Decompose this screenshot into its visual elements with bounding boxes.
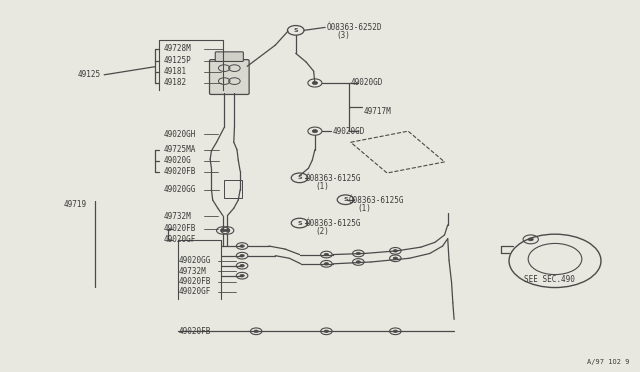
Text: 49732M: 49732M [164, 212, 191, 221]
Text: SEE SEC.490: SEE SEC.490 [524, 275, 575, 284]
Circle shape [240, 254, 244, 257]
Text: 49125P: 49125P [164, 56, 191, 65]
Circle shape [225, 229, 230, 232]
Text: 49717M: 49717M [364, 108, 391, 116]
Circle shape [240, 264, 244, 267]
Circle shape [356, 261, 360, 263]
Circle shape [528, 238, 533, 241]
Text: 49020FB: 49020FB [164, 167, 196, 176]
Text: 49125: 49125 [77, 70, 100, 79]
Text: (3): (3) [336, 31, 350, 41]
Bar [224, 180, 242, 198]
Text: S: S [293, 28, 298, 33]
Text: (2): (2) [315, 227, 329, 236]
Circle shape [221, 229, 225, 232]
Circle shape [240, 275, 244, 277]
Circle shape [324, 330, 328, 333]
Text: 49020GF: 49020GF [178, 288, 211, 296]
Text: S: S [297, 221, 302, 225]
Circle shape [240, 245, 244, 247]
Circle shape [393, 257, 397, 260]
Circle shape [393, 250, 397, 252]
Text: 49719: 49719 [63, 200, 86, 209]
Text: A/97 1O2 9: A/97 1O2 9 [588, 359, 630, 365]
Text: 49020GG: 49020GG [178, 256, 211, 265]
FancyBboxPatch shape [215, 52, 243, 61]
Text: 49728M: 49728M [164, 44, 191, 53]
Text: 49020GH: 49020GH [164, 129, 196, 139]
Text: 49182: 49182 [164, 78, 187, 87]
FancyBboxPatch shape [209, 60, 249, 94]
Text: 49181: 49181 [164, 67, 187, 76]
Circle shape [324, 253, 328, 256]
Circle shape [393, 330, 397, 333]
Text: 49020GD: 49020GD [333, 126, 365, 136]
Text: S: S [343, 197, 348, 202]
Text: 49020GF: 49020GF [164, 235, 196, 244]
Circle shape [312, 129, 317, 133]
Text: 49020FB: 49020FB [164, 224, 196, 233]
Text: 49725MA: 49725MA [164, 145, 196, 154]
Circle shape [324, 263, 328, 265]
Circle shape [356, 252, 360, 255]
Text: 49020G: 49020G [164, 156, 191, 165]
Text: (1): (1) [357, 204, 371, 213]
Text: 49020FB: 49020FB [178, 327, 211, 336]
Text: 49020GD: 49020GD [351, 78, 383, 87]
Text: 49020FB: 49020FB [178, 277, 211, 286]
Text: Ó08363-6125G: Ó08363-6125G [349, 196, 404, 205]
Text: 49020GG: 49020GG [164, 185, 196, 194]
Text: Ó08363-6125G: Ó08363-6125G [306, 219, 362, 228]
Circle shape [312, 81, 317, 84]
Text: 49732M: 49732M [178, 267, 206, 276]
Text: Ó08363-6252D: Ó08363-6252D [326, 23, 382, 32]
Text: (1): (1) [315, 182, 329, 191]
Text: S: S [297, 175, 302, 180]
Circle shape [254, 330, 259, 333]
Text: Ó08363-6125G: Ó08363-6125G [306, 174, 362, 183]
